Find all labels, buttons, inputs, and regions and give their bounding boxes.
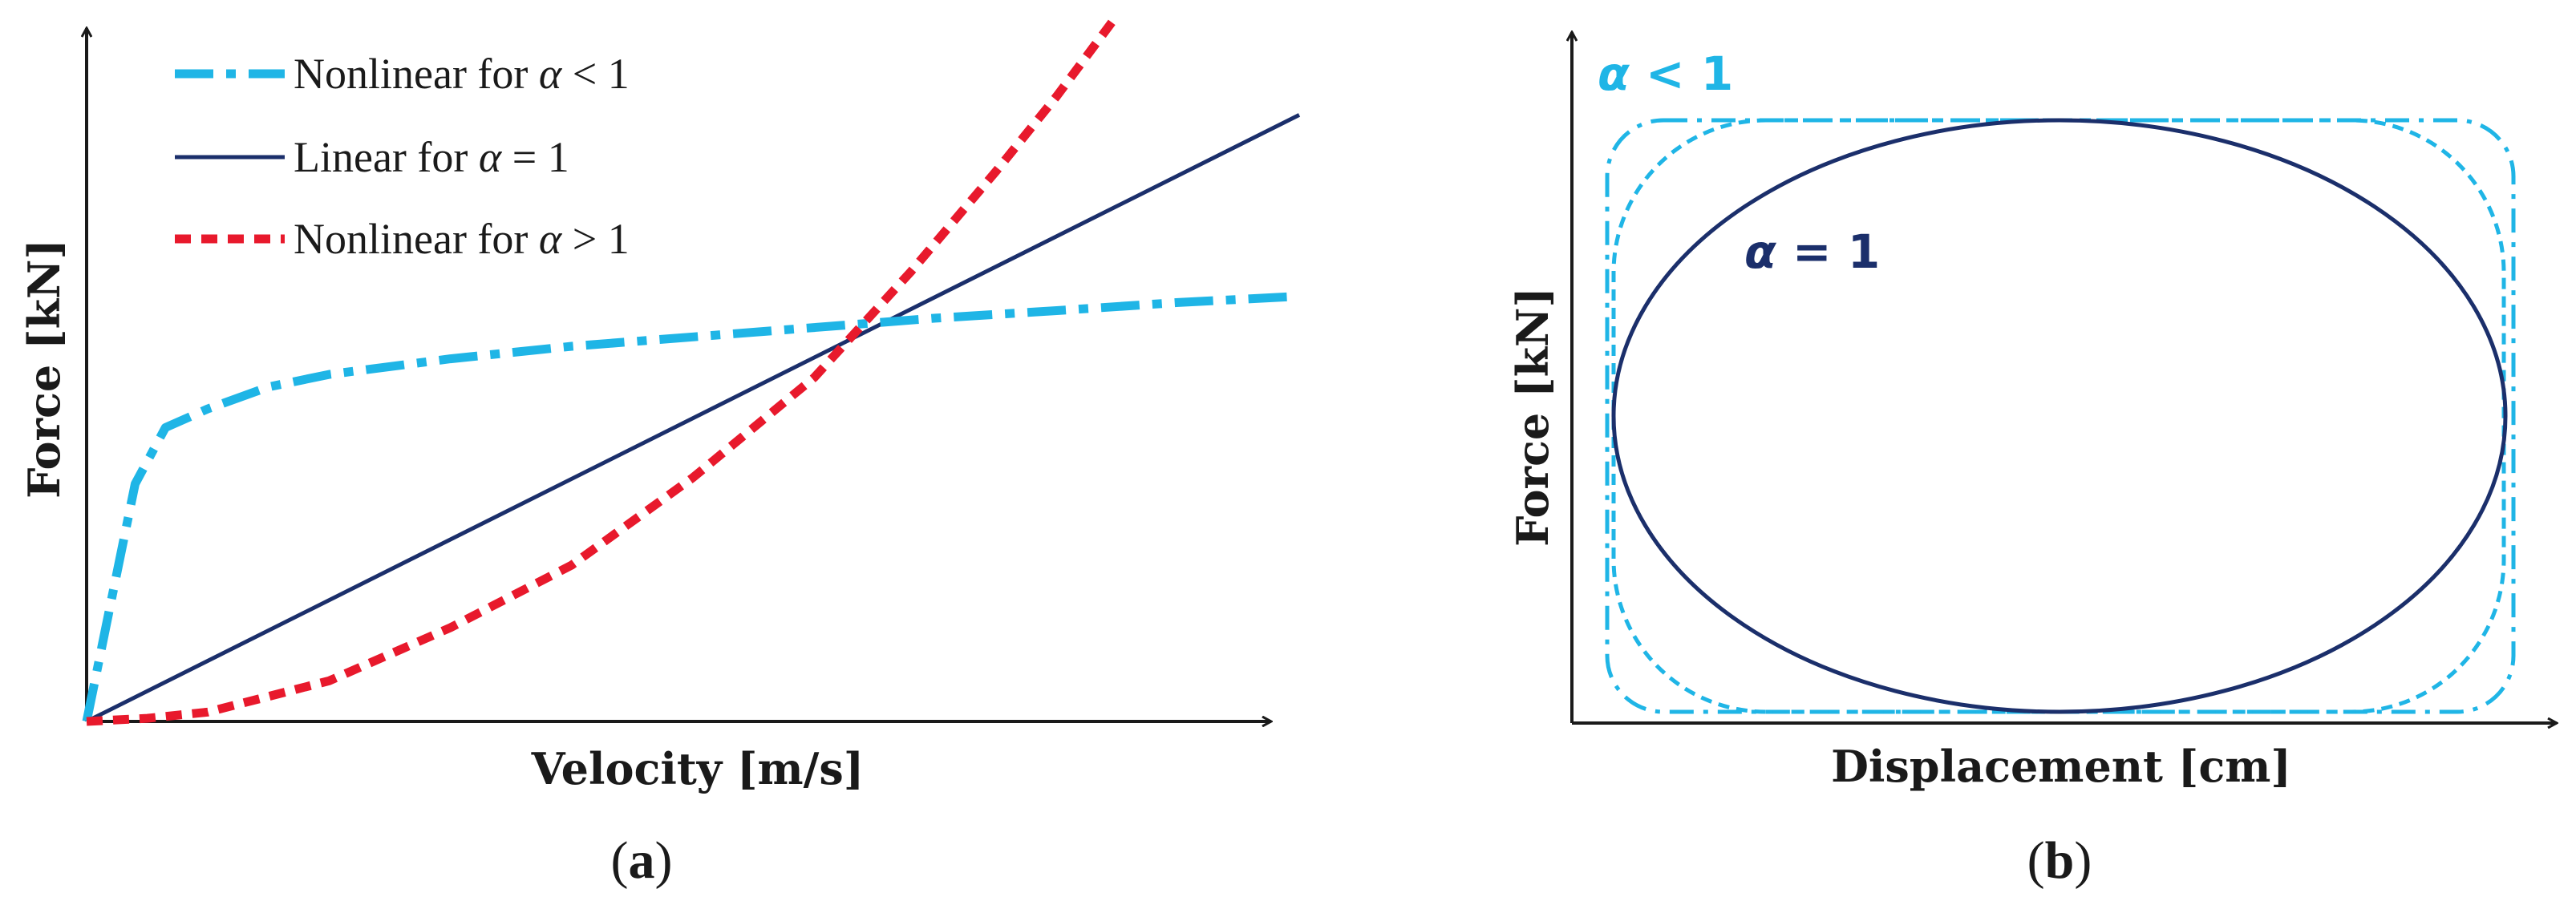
legend-label-alpha-lt-1: Nonlinear for α < 1 (294, 50, 630, 98)
panel-b-annotation-alpha-eq-1: α = 1 (1744, 224, 1880, 279)
panel-b-loop-alpha-eq-1 (1611, 118, 2508, 714)
panel-b-label: (b) (2027, 831, 2092, 890)
panel-a-label: (a) (611, 831, 673, 890)
series-alpha-lt-1 (82, 292, 1300, 723)
panel-a-series-layer (82, 12, 1301, 726)
panel-a-x-label: Velocity [m/s] (531, 743, 865, 794)
legend-item-alpha-gt-1: Nonlinear for α > 1 (175, 215, 630, 263)
panel-b-y-label: Force [kN] (1507, 287, 1558, 547)
legend-item-alpha-lt-1: Nonlinear for α < 1 (175, 50, 630, 98)
legend-label-alpha-gt-1: Nonlinear for α > 1 (294, 215, 630, 263)
series-alpha-gt-1 (86, 12, 1121, 726)
panel-a-y-label: Force [kN] (18, 239, 70, 499)
legend-item-alpha-eq-1: Linear for α = 1 (175, 133, 569, 181)
panel-a: Nonlinear for α < 1 Linear for α = 1 Non… (18, 12, 1301, 890)
panel-b-loop-alpha-lt-1-moderate (1611, 118, 2506, 714)
panel-b: α < 1 α = 1 Displacement [cm] Force [kN]… (1507, 32, 2557, 890)
panel-b-annotation-alpha-lt-1: α < 1 (1598, 46, 1733, 101)
series-alpha-eq-1 (85, 113, 1301, 724)
panel-b-x-label: Displacement [cm] (1831, 741, 2291, 792)
panel-a-legend: Nonlinear for α < 1 Linear for α = 1 Non… (175, 50, 630, 263)
legend-label-alpha-eq-1: Linear for α = 1 (294, 133, 569, 181)
